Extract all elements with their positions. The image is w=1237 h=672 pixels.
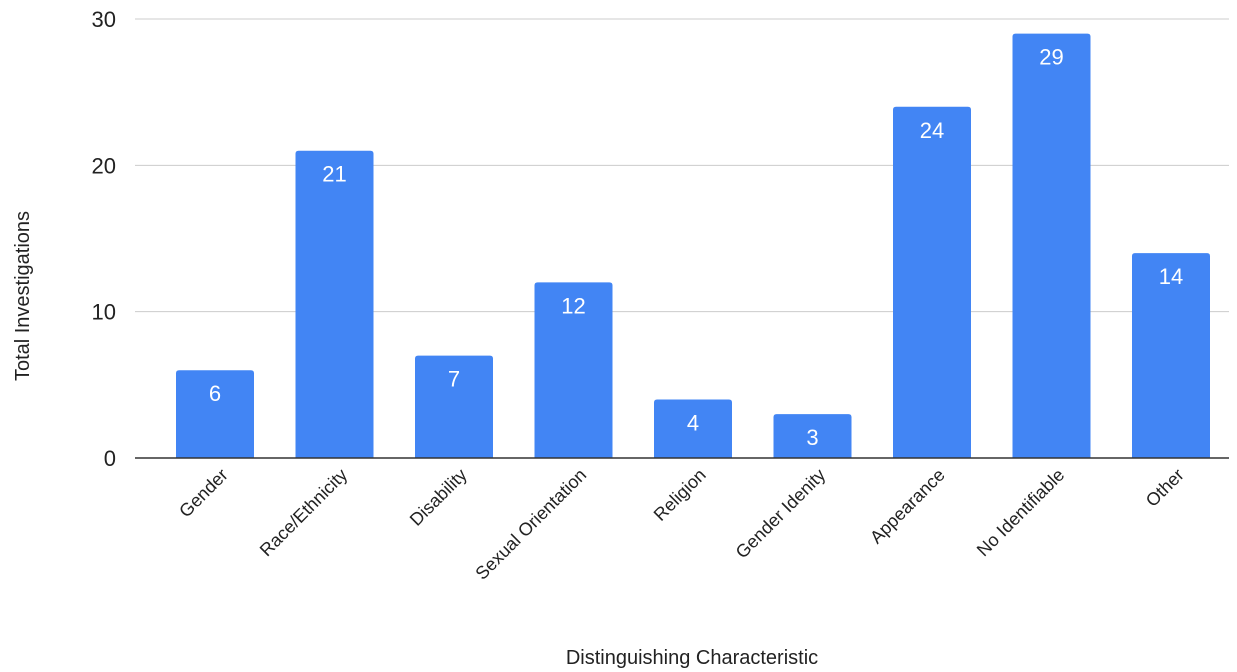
bar bbox=[1132, 253, 1210, 458]
x-tick-label: Disability bbox=[406, 465, 471, 530]
bar bbox=[534, 282, 613, 458]
data-label: 7 bbox=[448, 367, 460, 392]
x-tick-label: Gender bbox=[175, 465, 232, 522]
data-label: 4 bbox=[687, 410, 699, 435]
bar bbox=[1012, 33, 1091, 459]
data-label: 3 bbox=[806, 425, 818, 450]
x-tick-label: Appearance bbox=[866, 465, 949, 548]
y-axis-title: Total Investigations bbox=[12, 211, 34, 381]
y-axis-ticks: 0 10 20 30 bbox=[92, 7, 116, 471]
data-label: 21 bbox=[322, 162, 346, 187]
x-tick-label: Race/Ethnicity bbox=[256, 465, 352, 561]
y-tick-label: 0 bbox=[104, 446, 116, 471]
x-tick-label: Gender Idenity bbox=[732, 465, 830, 563]
x-tick-label: Religion bbox=[650, 465, 710, 525]
bars bbox=[176, 33, 1210, 459]
bar bbox=[415, 355, 493, 458]
data-label: 6 bbox=[209, 381, 221, 406]
x-axis-title: Distinguishing Characteristic bbox=[566, 647, 818, 669]
data-label: 24 bbox=[920, 118, 944, 143]
bar bbox=[295, 150, 374, 458]
bar bbox=[654, 399, 732, 458]
x-axis-ticks: Gender Race/Ethnicity Disability Sexual Ori… bbox=[175, 465, 1188, 584]
x-tick-label: No Identifiable bbox=[973, 465, 1069, 561]
x-tick-label: Other bbox=[1142, 465, 1188, 511]
data-labels: 6 21 7 12 4 3 24 29 14 bbox=[209, 45, 1183, 450]
bar bbox=[893, 106, 971, 459]
y-tick-label: 20 bbox=[92, 153, 116, 178]
bar bbox=[176, 370, 254, 458]
x-tick-label: Sexual Orientation bbox=[471, 465, 590, 584]
data-label: 29 bbox=[1039, 45, 1063, 70]
bar bbox=[773, 414, 852, 458]
y-tick-label: 10 bbox=[92, 300, 116, 325]
y-tick-label: 30 bbox=[92, 7, 116, 32]
data-label: 12 bbox=[561, 293, 585, 318]
data-label: 14 bbox=[1159, 264, 1183, 289]
